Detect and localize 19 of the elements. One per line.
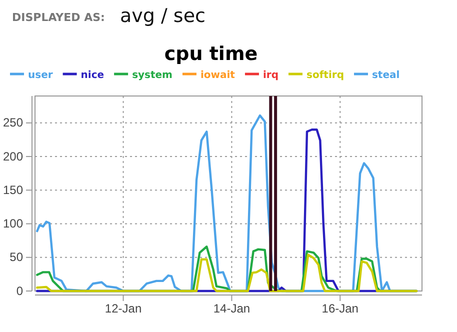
legend-label: system — [132, 70, 172, 81]
y-tick-label: 150 — [2, 182, 24, 197]
y-tick-label: 50 — [10, 250, 24, 264]
legend-label: softirq — [306, 70, 344, 81]
text: avg / sec — [120, 5, 206, 27]
x-tick-label: 14-Jan — [213, 302, 250, 316]
legend-label: steal — [372, 70, 400, 81]
legend-label: nice — [80, 70, 104, 81]
y-tick-label: 100 — [2, 216, 24, 231]
y-tick-label: 0 — [16, 284, 24, 298]
y-tick-label: 200 — [2, 149, 24, 164]
chart-title: cpu time — [164, 43, 258, 65]
y-tick-label: 250 — [2, 116, 24, 130]
legend-label: irq — [262, 70, 278, 81]
legend-label: user — [28, 70, 53, 81]
legend-label: iowait — [200, 70, 236, 81]
x-tick-label: 16-Jan — [322, 302, 358, 316]
x-tick-label: 12-Jan — [104, 302, 142, 316]
text: DISPLAYED AS: — [12, 11, 105, 24]
